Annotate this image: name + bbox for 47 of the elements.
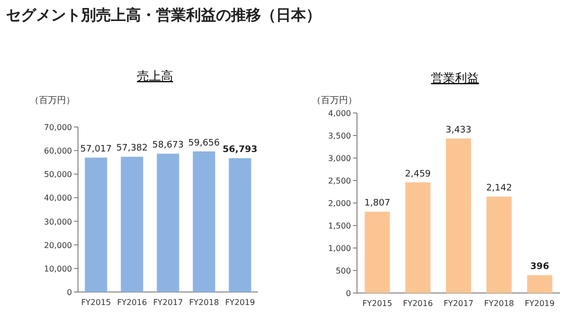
- x-tick-label: FY2016: [402, 299, 433, 308]
- y-tick-label: 60,000: [44, 146, 72, 156]
- data-label: 1,807: [364, 198, 390, 209]
- x-tick-label: FY2018: [189, 298, 219, 307]
- x-tick-label: FY2016: [117, 298, 147, 307]
- bar: [486, 196, 512, 293]
- data-label: 57,017: [80, 144, 112, 155]
- x-tick-label: FY2019: [225, 298, 255, 307]
- data-label: 59,656: [188, 138, 220, 148]
- x-tick-label: FY2019: [524, 299, 555, 308]
- bar: [405, 182, 430, 293]
- chart-title: 営業利益: [431, 71, 479, 85]
- data-label: 57,382: [116, 144, 148, 154]
- x-tick-label: FY2015: [81, 298, 111, 307]
- y-axis-title: （百万円）: [30, 96, 75, 106]
- y-tick-label: 40,000: [44, 194, 72, 203]
- x-tick-label: FY2017: [153, 298, 183, 307]
- y-axis-title: （百万円）: [312, 96, 357, 106]
- x-tick-label: FY2015: [362, 299, 392, 308]
- y-tick-label: 10,000: [44, 264, 72, 274]
- y-tick-label: 500: [336, 266, 351, 276]
- y-tick-label: 0: [66, 288, 72, 297]
- y-tick-label: 1,000: [328, 244, 351, 253]
- y-tick-label: 70,000: [44, 123, 72, 132]
- y-tick-label: 4,000: [328, 109, 351, 118]
- x-tick-label: FY2018: [484, 299, 514, 308]
- data-label: 58,673: [152, 140, 184, 151]
- y-tick-label: 1,500: [328, 222, 351, 230]
- bar: [527, 275, 552, 293]
- y-tick-label: 2,000: [328, 199, 351, 208]
- data-label: 56,793: [222, 145, 258, 156]
- data-label: 3,433: [446, 126, 472, 136]
- chart-title: 売上高: [137, 69, 173, 83]
- y-tick-label: 3,000: [328, 154, 351, 163]
- bar: [364, 212, 390, 293]
- y-tick-label: 2,500: [328, 176, 351, 186]
- y-tick-label: 30,000: [44, 217, 72, 226]
- text: セグメント別売上高・営業利益の推移（日本）: [6, 6, 321, 24]
- data-label: 2,459: [405, 169, 432, 180]
- bar: [446, 138, 472, 293]
- y-tick-label: 20,000: [44, 240, 72, 250]
- y-tick-label: 50,000: [44, 170, 72, 180]
- y-tick-label: 0: [346, 289, 351, 298]
- data-label: 2,142: [486, 184, 512, 194]
- data-label: 396: [530, 262, 550, 272]
- y-tick-label: 3,500: [328, 132, 351, 140]
- x-tick-label: FY2017: [444, 299, 474, 308]
